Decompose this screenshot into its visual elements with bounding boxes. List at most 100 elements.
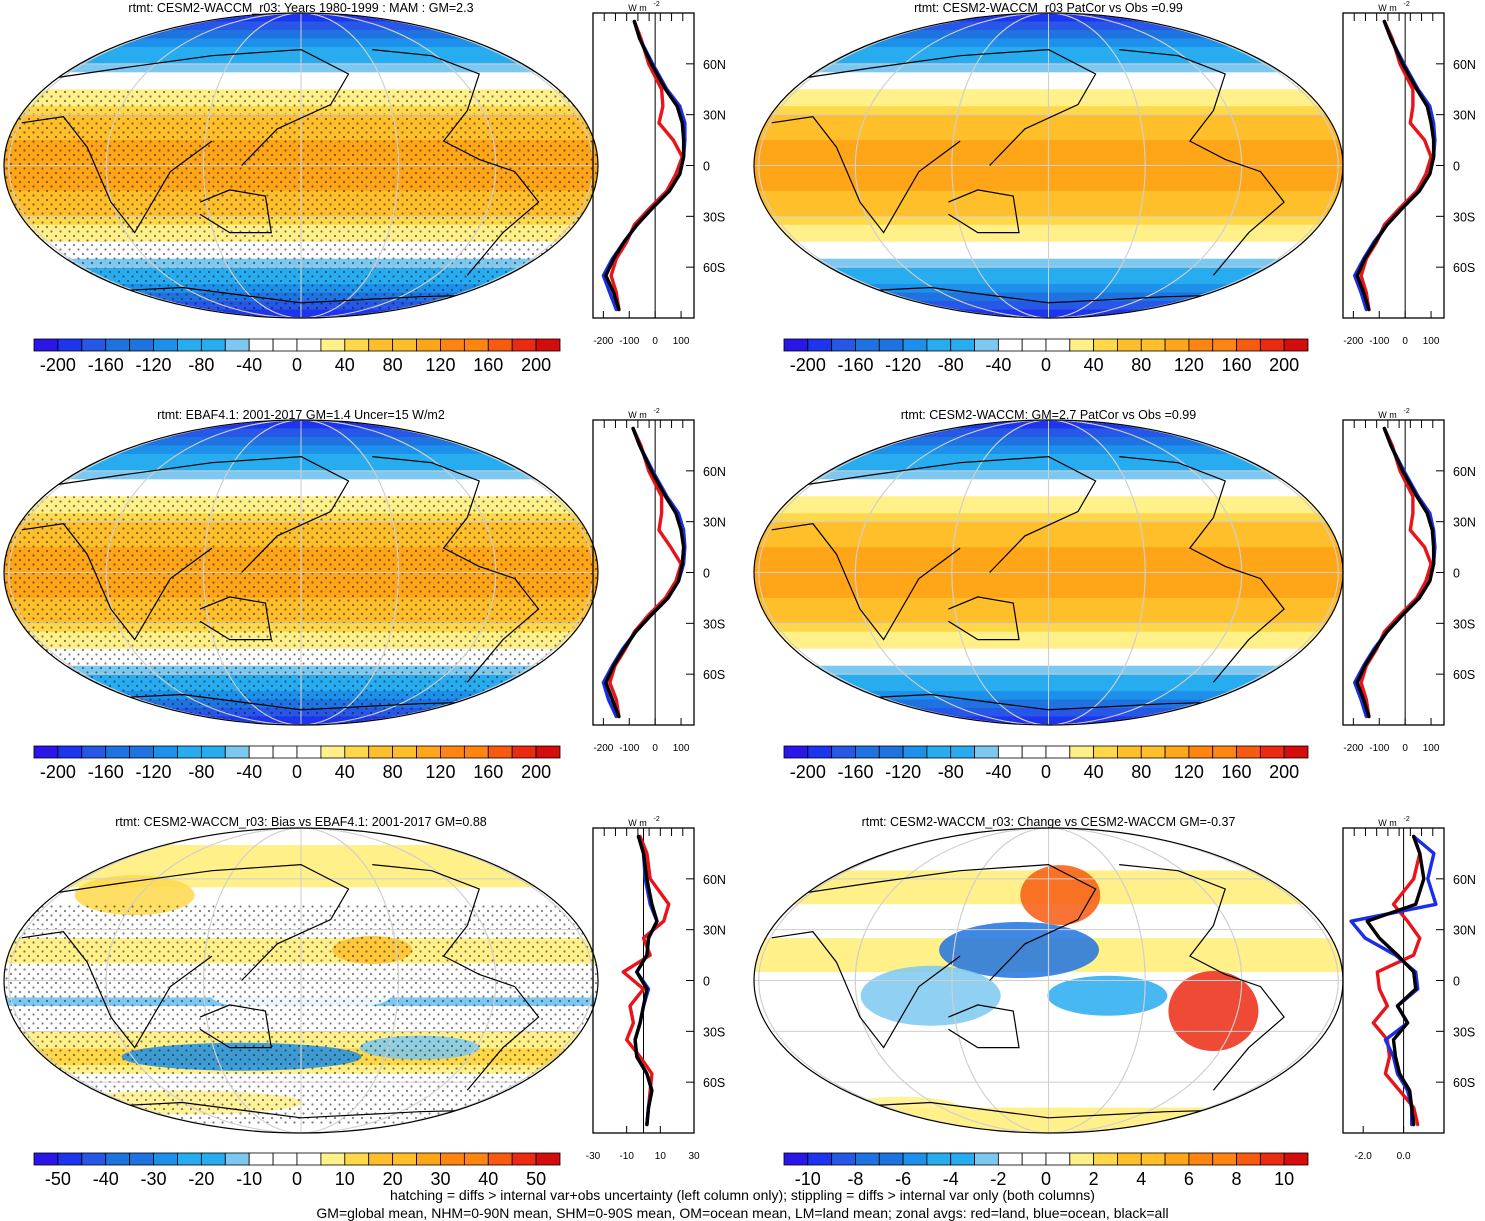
units-label: W m	[628, 3, 647, 13]
colorbar-tick-label: -4	[943, 1169, 959, 1189]
colorbar-swatch	[997, 338, 1023, 352]
colorbar: -200 -160 -120 -80 -40 0 40 80 120 160 200	[33, 338, 561, 375]
zonal-series-ocean	[1352, 426, 1437, 719]
lat-tick-label: 60S	[703, 1076, 725, 1090]
colorbar-tick-label: -120	[885, 762, 921, 782]
colorbar-swatch	[1283, 1152, 1309, 1166]
colorbar-swatch	[1212, 745, 1237, 759]
colorbar-swatch	[878, 745, 904, 759]
colorbar-tick-label: -160	[837, 762, 873, 782]
colorbar-tick-label: 120	[425, 355, 455, 375]
colorbar-swatch	[320, 338, 346, 352]
colorbar-swatch	[177, 338, 202, 352]
colorbar-tick-label: -200	[40, 762, 76, 782]
lat-tick-label: 30S	[703, 617, 725, 631]
colorbar-swatch	[855, 1152, 880, 1166]
zonal-x-tick-label: -100	[1369, 743, 1389, 754]
colorbar-tick-label: -80	[938, 355, 964, 375]
colorbar-tick-label: 10	[335, 1169, 355, 1189]
colorbar-swatch	[1069, 745, 1095, 759]
zonal-series-land	[1371, 834, 1422, 1127]
panel-6: rtmt: CESM2-WACCM_r03: Change vs CESM2-W…	[753, 815, 1476, 1189]
colorbar-swatch	[831, 1152, 856, 1166]
colorbar-swatch	[153, 745, 178, 759]
colorbar-tick-label: 0	[1041, 1169, 1051, 1189]
colorbar-swatch	[974, 338, 999, 352]
zonal-x-tick-label: -30	[586, 1151, 601, 1162]
lat-tick-label: 0	[1453, 975, 1460, 989]
colorbar-tick-label: 2	[1089, 1169, 1099, 1189]
colorbar-tick-label: -160	[837, 355, 873, 375]
colorbar-swatch	[440, 745, 465, 759]
colorbar-tick-label: 0	[1041, 762, 1051, 782]
units-exponent: -2	[654, 816, 660, 823]
zonal-x-tick-label: -100	[619, 336, 639, 347]
colorbar-tick-label: -80	[938, 762, 964, 782]
colorbar-swatch	[487, 338, 513, 352]
colorbar-tick-label: 160	[473, 355, 503, 375]
colorbar-swatch	[997, 745, 1023, 759]
colorbar-tick-label: 40	[335, 355, 355, 375]
colorbar-swatch	[1259, 1152, 1285, 1166]
colorbar-tick-label: 40	[1084, 762, 1104, 782]
colorbar-swatch	[248, 1152, 274, 1166]
lat-tick-label: 60N	[703, 465, 726, 479]
lat-tick-label: 60N	[1453, 873, 1476, 887]
coastlines	[21, 863, 540, 1119]
colorbar-tick-label: -40	[985, 355, 1011, 375]
colorbar-tick-label: -20	[188, 1169, 214, 1189]
colorbar-tick-label: -160	[88, 355, 124, 375]
zonal-x-tick-label: 30	[688, 1151, 700, 1162]
colorbar-tick-label: -160	[88, 762, 124, 782]
colorbar-swatch	[392, 1152, 417, 1166]
colorbar-tick-label: -120	[885, 355, 921, 375]
graticule	[754, 420, 1343, 725]
colorbar-swatch	[153, 1152, 178, 1166]
colorbar-tick-label: 80	[383, 762, 403, 782]
panel-title: rtmt: CESM2-WACCM: GM=2.7 PatCor vs Obs …	[901, 408, 1196, 422]
lat-tick-label: 60S	[1453, 1076, 1475, 1090]
colorbar-swatch	[463, 1152, 489, 1166]
colorbar-swatch	[855, 338, 880, 352]
colorbar-swatch	[487, 1152, 513, 1166]
colorbar-tick-label: 0	[292, 1169, 302, 1189]
colorbar-swatch	[535, 745, 561, 759]
colorbar-swatch	[200, 745, 226, 759]
zonal-x-tick-label: -10	[619, 1151, 634, 1162]
colorbar-tick-label: -50	[45, 1169, 71, 1189]
colorbar-swatch	[272, 745, 298, 759]
colorbar-tick-label: -40	[93, 1169, 119, 1189]
colorbar-swatch	[224, 338, 250, 352]
zonal-series-land	[609, 19, 684, 312]
colorbar-swatch	[296, 338, 322, 352]
colorbar-swatch	[997, 1152, 1023, 1166]
colorbar-tick-label: -10	[236, 1169, 262, 1189]
lat-tick-label: 60N	[703, 58, 726, 72]
colorbar-swatch	[1093, 1152, 1118, 1166]
colorbar-swatch	[57, 338, 83, 352]
colorbar-swatch	[129, 1152, 154, 1166]
lat-tick-label: 30S	[703, 210, 725, 224]
colorbar-tick-label: -80	[188, 762, 214, 782]
colorbar-swatch	[296, 1152, 322, 1166]
units-exponent: -2	[654, 408, 660, 415]
colorbar-swatch	[1164, 1152, 1190, 1166]
colorbar-swatch	[224, 1152, 250, 1166]
colorbar-swatch	[105, 1152, 131, 1166]
colorbar-swatch	[1021, 338, 1047, 352]
colorbar-swatch	[807, 338, 833, 352]
colorbar-swatch	[200, 338, 226, 352]
colorbar-swatch	[416, 1152, 441, 1166]
colorbar-swatch	[855, 745, 880, 759]
colorbar-swatch	[1188, 338, 1214, 352]
colorbar-tick-label: -6	[895, 1169, 911, 1189]
colorbar-swatch	[344, 745, 370, 759]
zonal-series-ocean	[1349, 834, 1438, 1127]
colorbar-swatch	[902, 1152, 928, 1166]
zonal-x-tick-label: 0	[1402, 743, 1408, 754]
colorbar-swatch	[1236, 338, 1261, 352]
zonal-plot: W m -2 -200 -100 0 100 60N 30N 0 30S 60S	[1342, 408, 1476, 754]
units-label: W m	[1378, 3, 1397, 13]
colorbar-tick-label: -80	[188, 355, 214, 375]
colorbar-swatch	[878, 1152, 904, 1166]
